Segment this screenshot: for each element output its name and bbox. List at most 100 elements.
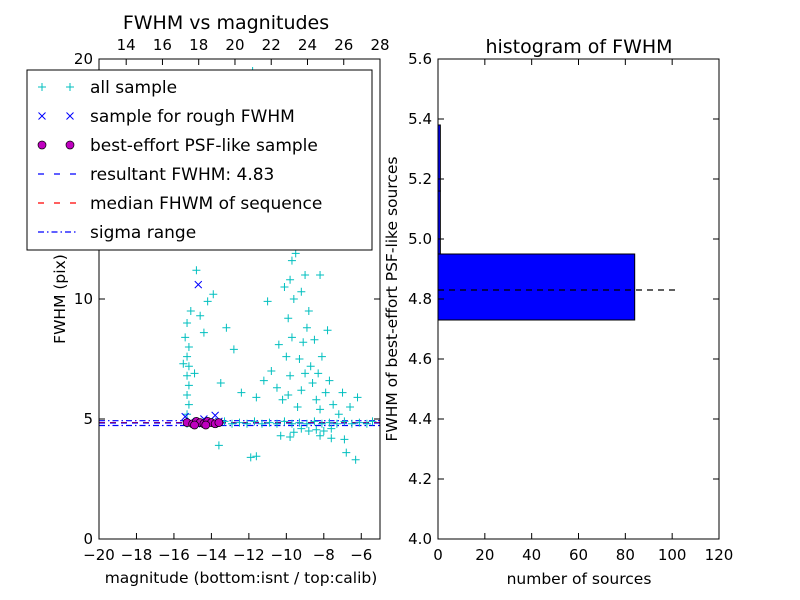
legend-label: median FHWM of sequence — [90, 194, 322, 214]
legend-marker — [38, 83, 46, 91]
all-sample-point — [274, 340, 283, 349]
psf-like-point — [201, 420, 211, 430]
legend-item: all sample — [38, 78, 177, 98]
legend-marker — [66, 112, 74, 120]
all-sample-point — [228, 419, 237, 428]
all-sample-point — [323, 326, 332, 335]
all-sample-point — [284, 314, 293, 323]
all-sample-point — [291, 249, 300, 258]
all-sample-point — [332, 419, 341, 428]
all-sample-point — [278, 395, 287, 404]
histogram-ticks: 0 20 40 60 80 100 120 4.0 4.2 4.4 4.6 4.8 5.0 5.2 5.4 5… — [408, 50, 733, 564]
all-sample-point — [246, 453, 255, 462]
all-sample-point — [209, 290, 218, 299]
histogram-bar — [437, 253, 636, 321]
scatter-y-label: FWHM (pix) — [51, 254, 69, 344]
x-tick-label: 100 — [658, 546, 687, 564]
all-sample-point — [317, 352, 326, 361]
all-sample-point — [286, 275, 295, 284]
y-tick-label: 4.0 — [408, 530, 432, 548]
all-sample-point — [263, 297, 272, 306]
all-sample-point — [252, 393, 261, 402]
all-sample-point — [297, 287, 306, 296]
x-tick-label: −6 — [350, 546, 372, 564]
all-sample-point — [321, 388, 330, 397]
top-x-tick-label: 18 — [189, 36, 208, 54]
all-sample-point — [297, 424, 306, 433]
all-sample-point — [287, 333, 296, 342]
x-tick-label: −20 — [83, 546, 115, 564]
x-tick-label: 20 — [475, 546, 494, 564]
all-sample-point — [287, 419, 296, 428]
x-tick-label: 60 — [569, 546, 588, 564]
top-x-tick-label: 14 — [117, 36, 136, 54]
rough-fwhm-point — [194, 280, 203, 289]
all-sample-point — [257, 419, 266, 428]
y-tick-label: 5.6 — [408, 50, 432, 68]
all-sample-point — [299, 338, 308, 347]
all-sample-point — [259, 376, 268, 385]
all-sample-point — [184, 400, 193, 409]
all-sample-point — [289, 295, 298, 303]
all-sample-point — [304, 427, 313, 435]
legend-label: all sample — [90, 78, 177, 98]
all-sample-point — [229, 345, 238, 354]
all-sample-point — [272, 383, 281, 392]
legend-marker — [65, 140, 75, 150]
histogram-y-label: FWHM of best-effort PSF-like sources — [383, 156, 401, 441]
all-sample-point — [250, 417, 259, 426]
all-sample-point — [280, 283, 289, 291]
all-sample-point — [289, 428, 298, 437]
all-sample-point — [183, 371, 192, 380]
all-sample-point — [214, 441, 223, 450]
all-sample-point — [293, 403, 302, 411]
legend-marker — [66, 83, 74, 91]
y-tick-label: 10 — [74, 290, 93, 308]
all-sample-point — [280, 417, 289, 426]
all-sample-point — [295, 418, 304, 427]
all-sample-point — [184, 381, 193, 390]
all-sample-point — [186, 307, 195, 315]
all-sample-point — [237, 388, 246, 397]
all-sample-point — [216, 379, 225, 387]
all-sample-point — [314, 369, 323, 378]
all-sample-point — [325, 376, 334, 385]
x-tick-label: −12 — [233, 546, 265, 564]
x-tick-label: −8 — [313, 546, 335, 564]
all-sample-point — [196, 311, 205, 320]
x-tick-label: 80 — [616, 546, 635, 564]
x-tick-label: −10 — [271, 546, 303, 564]
legend-label: resultant FWHM: 4.83 — [90, 165, 274, 185]
all-sample-point — [316, 431, 325, 440]
all-sample-point — [284, 391, 293, 399]
all-sample-point — [347, 419, 356, 428]
all-sample-point — [179, 359, 188, 368]
all-sample-point — [301, 271, 310, 279]
all-sample-point — [252, 452, 261, 461]
legend-item: best-effort PSF-like sample — [37, 136, 318, 156]
x-tick-label: 0 — [433, 546, 443, 564]
all-sample-point — [286, 433, 295, 441]
all-sample-point — [355, 418, 364, 427]
legend-label: sample for rough FWHM — [90, 107, 295, 127]
x-tick-label: 120 — [705, 546, 734, 564]
histogram-chart: 0 20 40 60 80 100 120 4.0 4.2 4.4 4.6 4.8 5.0 5.2 5.4 5… — [383, 36, 733, 588]
all-sample-point — [276, 431, 285, 440]
all-sample-point — [316, 405, 325, 414]
all-sample-point — [325, 418, 334, 427]
legend-label: sigma range — [90, 223, 196, 243]
all-sample-point — [346, 403, 355, 411]
all-sample-point — [301, 369, 310, 378]
all-sample-point — [272, 419, 281, 428]
legend-marker — [38, 112, 46, 120]
top-x-tick-label: 28 — [370, 36, 389, 54]
all-sample-point — [362, 419, 371, 428]
y-tick-label: 5.2 — [408, 170, 432, 188]
psf-like-point — [190, 420, 199, 430]
all-sample-point — [368, 417, 377, 426]
all-sample-point — [312, 425, 321, 434]
scatter-ticks: −20 −18 −16 −14 −12 −10 −8 −6 14 16 18 20 22 24 26 28 0 5… — [74, 36, 390, 564]
all-sample-point — [286, 371, 295, 380]
all-sample-point — [183, 352, 192, 361]
